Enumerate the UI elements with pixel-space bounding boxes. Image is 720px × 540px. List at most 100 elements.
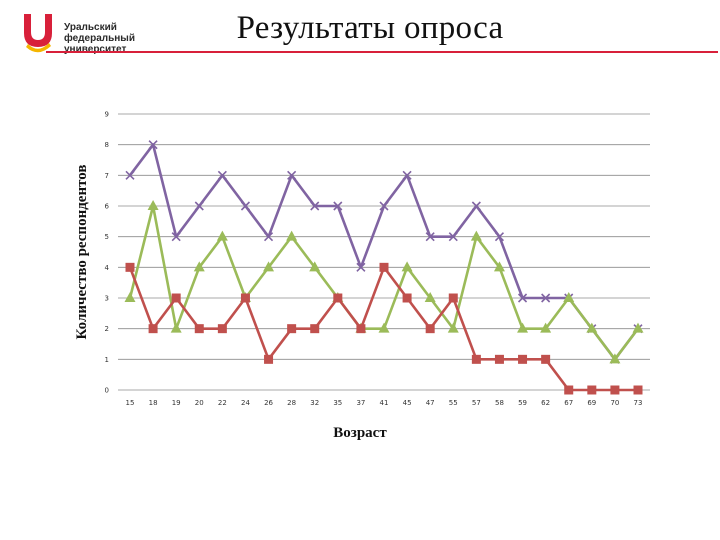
y-tick-label: 0 <box>105 387 109 395</box>
header-divider <box>46 51 718 53</box>
series-red-point <box>633 385 643 395</box>
series-purple-point <box>356 262 366 272</box>
x-tick-label: 28 <box>287 399 296 407</box>
series-green-point <box>263 261 275 272</box>
series-purple-point <box>171 232 181 242</box>
series-red-point <box>264 354 274 364</box>
series-green-point <box>424 292 436 302</box>
series-red-point <box>356 324 366 334</box>
university-logo-text: Уральский федеральный университет <box>64 22 135 55</box>
series-red-point <box>287 324 297 334</box>
series-green-point <box>609 353 621 364</box>
y-tick-label: 7 <box>105 172 109 180</box>
x-tick-label: 47 <box>426 399 435 407</box>
series-green-point <box>286 230 298 241</box>
series-green-point <box>170 322 182 333</box>
x-tick-label: 62 <box>541 399 550 407</box>
series-red-point <box>494 354 504 364</box>
university-logo: Уральский федеральный университет <box>18 10 148 58</box>
series-purple-point <box>194 201 204 211</box>
x-axis-title: Возраст <box>333 425 387 441</box>
series-purple-point <box>494 232 505 242</box>
series-red-point <box>125 262 135 272</box>
series-green-point <box>540 322 552 333</box>
x-tick-label: 70 <box>610 399 619 407</box>
series-red-point <box>541 354 551 364</box>
y-tick-label: 4 <box>105 264 110 272</box>
series-green-point <box>563 292 575 302</box>
x-tick-label: 58 <box>495 399 504 407</box>
series-green-point <box>586 322 598 333</box>
series-purple-point <box>541 293 551 303</box>
series-red-point <box>448 293 458 303</box>
y-tick-label: 2 <box>105 325 109 333</box>
series-purple-point <box>425 232 435 242</box>
series-green-line <box>128 204 640 361</box>
x-tick-label: 55 <box>449 399 458 407</box>
logo-line: федеральный <box>64 33 135 44</box>
x-tick-label: 15 <box>126 399 135 407</box>
series-purple-point <box>310 201 320 211</box>
x-tick-label: 26 <box>264 399 273 407</box>
series-green-point <box>124 292 136 302</box>
y-tick-label: 5 <box>105 233 109 241</box>
logo-line: университет <box>64 44 127 55</box>
series-red-point <box>310 324 320 334</box>
series-green-point <box>193 261 205 272</box>
series-green-point <box>309 261 321 272</box>
x-tick-label: 19 <box>172 399 181 407</box>
series-red-point <box>148 324 158 334</box>
series-green-point <box>147 200 159 210</box>
series-green-point <box>493 261 505 272</box>
y-tick-label: 1 <box>105 356 109 364</box>
x-tick-label: 59 <box>518 399 527 407</box>
series-purple-point <box>148 140 158 150</box>
series-red-point <box>425 324 435 334</box>
series-red-point <box>564 385 574 395</box>
x-tick-label: 69 <box>587 399 596 407</box>
x-tick-label: 18 <box>149 399 158 407</box>
series-purple-point <box>287 170 297 180</box>
series-green-point <box>517 322 529 333</box>
series-red-point <box>402 293 412 303</box>
series-red-point <box>240 293 250 303</box>
series-purple-point <box>402 170 412 180</box>
x-tick-label: 22 <box>218 399 227 407</box>
series-red-point <box>518 354 528 364</box>
y-axis-title: Количество респондентов <box>74 165 90 340</box>
x-tick-label: 37 <box>356 399 365 407</box>
x-tick-label: 67 <box>564 399 573 407</box>
series-purple-point <box>263 232 274 242</box>
x-tick-label: 45 <box>403 399 412 407</box>
x-tick-label: 20 <box>195 399 204 407</box>
x-tick-label: 57 <box>472 399 481 407</box>
y-tick-label: 3 <box>105 295 109 303</box>
series-red-point <box>471 354 481 364</box>
series-red-point <box>587 385 597 395</box>
series-red-point <box>379 262 389 272</box>
series-green-point <box>632 322 644 333</box>
university-logo-mark-icon <box>24 14 52 53</box>
y-tick-label: 6 <box>105 203 110 211</box>
series-purple-point <box>240 201 251 211</box>
series-green-point <box>401 261 413 272</box>
x-tick-label: 32 <box>310 399 319 407</box>
series-green-point <box>216 230 228 241</box>
x-tick-label: 41 <box>380 399 389 407</box>
x-tick-label: 73 <box>634 399 643 407</box>
y-tick-label: 9 <box>105 111 109 119</box>
series-red-point <box>217 324 227 334</box>
page-title: Результаты опроса <box>236 10 504 46</box>
logo-line: Уральский <box>64 22 117 33</box>
series-red-point <box>171 293 181 303</box>
series-red-point <box>610 385 620 395</box>
y-tick-label: 8 <box>105 141 109 149</box>
series-purple-point <box>217 170 227 180</box>
series-purple-point <box>448 232 458 242</box>
series-purple-point <box>379 201 389 211</box>
series-red-point <box>194 324 204 334</box>
series-purple-point <box>125 170 135 180</box>
series-red-point <box>333 293 343 303</box>
x-tick-label: 24 <box>241 399 250 407</box>
